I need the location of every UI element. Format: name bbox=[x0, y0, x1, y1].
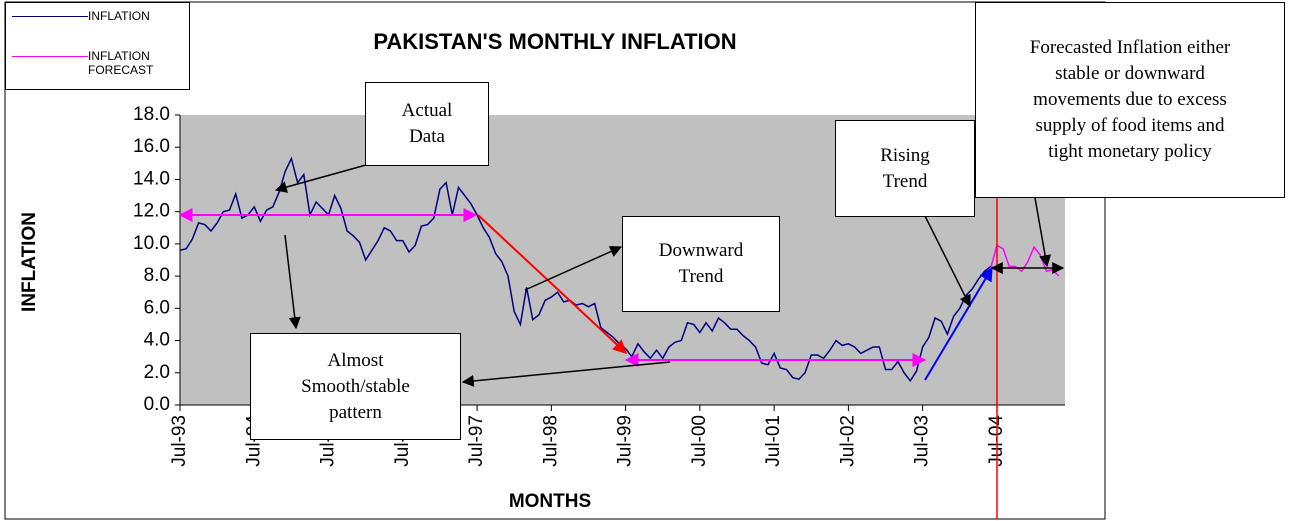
chart-title: PAKISTAN'S MONTHLY INFLATION bbox=[373, 29, 736, 54]
y-tick-label: 8.0 bbox=[144, 265, 170, 286]
annotation-box: Almost Smooth/stable pattern bbox=[250, 333, 461, 440]
x-tick-label: Jul-00 bbox=[689, 415, 710, 467]
x-tick-label: Jul-03 bbox=[912, 415, 933, 467]
callout-arrow bbox=[924, 215, 971, 308]
annotation-box: Downward Trend bbox=[622, 216, 780, 312]
legend-swatch bbox=[12, 16, 88, 17]
x-tick-label: Jul-02 bbox=[837, 415, 858, 467]
annotation-line: movements due to excess bbox=[1033, 89, 1227, 110]
legend-label: INFLATION bbox=[88, 9, 150, 23]
annotation-line: Downward bbox=[658, 240, 744, 261]
annotation-line: tight monetary policy bbox=[1048, 141, 1212, 162]
y-tick-label: 14.0 bbox=[133, 168, 170, 189]
y-tick-label: 2.0 bbox=[144, 362, 170, 383]
y-tick-label: 6.0 bbox=[144, 297, 170, 318]
annotation-box: Rising Trend bbox=[835, 120, 975, 217]
annotation-box: Actual Data bbox=[365, 82, 489, 166]
trend-arrow bbox=[924, 266, 993, 381]
annotation-line: Smooth/stable bbox=[301, 375, 410, 397]
legend-item: INFLATION FORECAST bbox=[12, 49, 183, 77]
callout-arrow bbox=[461, 361, 671, 387]
annotation-line: Forecasted Inflation either bbox=[1029, 37, 1231, 58]
callout-arrow bbox=[274, 164, 367, 193]
annotation-line: Data bbox=[409, 126, 445, 147]
x-tick-label: Jul-98 bbox=[540, 415, 561, 467]
callout-arrow bbox=[284, 234, 301, 330]
y-tick-label: 18.0 bbox=[133, 104, 170, 125]
y-tick-label: 0.0 bbox=[144, 394, 170, 415]
legend-item: INFLATION bbox=[12, 9, 183, 23]
x-tick-label: Jul-97 bbox=[466, 415, 487, 467]
x-tick-label: Jul-93 bbox=[169, 415, 190, 467]
legend-swatch bbox=[12, 56, 88, 57]
annotation-box: Forecasted Inflation either stable or dow… bbox=[975, 2, 1285, 198]
annotation-line: Rising bbox=[880, 144, 930, 166]
annotation-line: stable or downward bbox=[1055, 63, 1205, 84]
y-tick-label: 12.0 bbox=[133, 201, 170, 222]
annotation-line: Almost bbox=[327, 349, 384, 371]
trend-arrow bbox=[477, 214, 628, 354]
callout-arrow bbox=[524, 245, 623, 291]
x-axis-label: MONTHS bbox=[509, 491, 591, 512]
y-tick-label: 16.0 bbox=[133, 136, 170, 157]
y-axis-label: INFLATION bbox=[19, 212, 40, 312]
legend: INFLATION INFLATION FORECAST bbox=[5, 2, 190, 90]
annotation-line: Trend bbox=[882, 170, 928, 192]
x-tick-label: Jul-01 bbox=[763, 415, 784, 467]
trend-annotations bbox=[178, 115, 1065, 519]
x-tick-label: Jul-99 bbox=[615, 415, 636, 467]
callout-arrow bbox=[1034, 197, 1052, 268]
annotation-line: Trend bbox=[678, 266, 724, 287]
annotation-line: pattern bbox=[329, 401, 382, 423]
annotation-line: Actual bbox=[401, 100, 453, 121]
y-tick-label: 10.0 bbox=[133, 233, 170, 254]
annotation-line: supply of food items and bbox=[1035, 115, 1225, 136]
legend-label: INFLATION FORECAST bbox=[88, 49, 154, 77]
y-tick-label: 4.0 bbox=[144, 330, 170, 351]
